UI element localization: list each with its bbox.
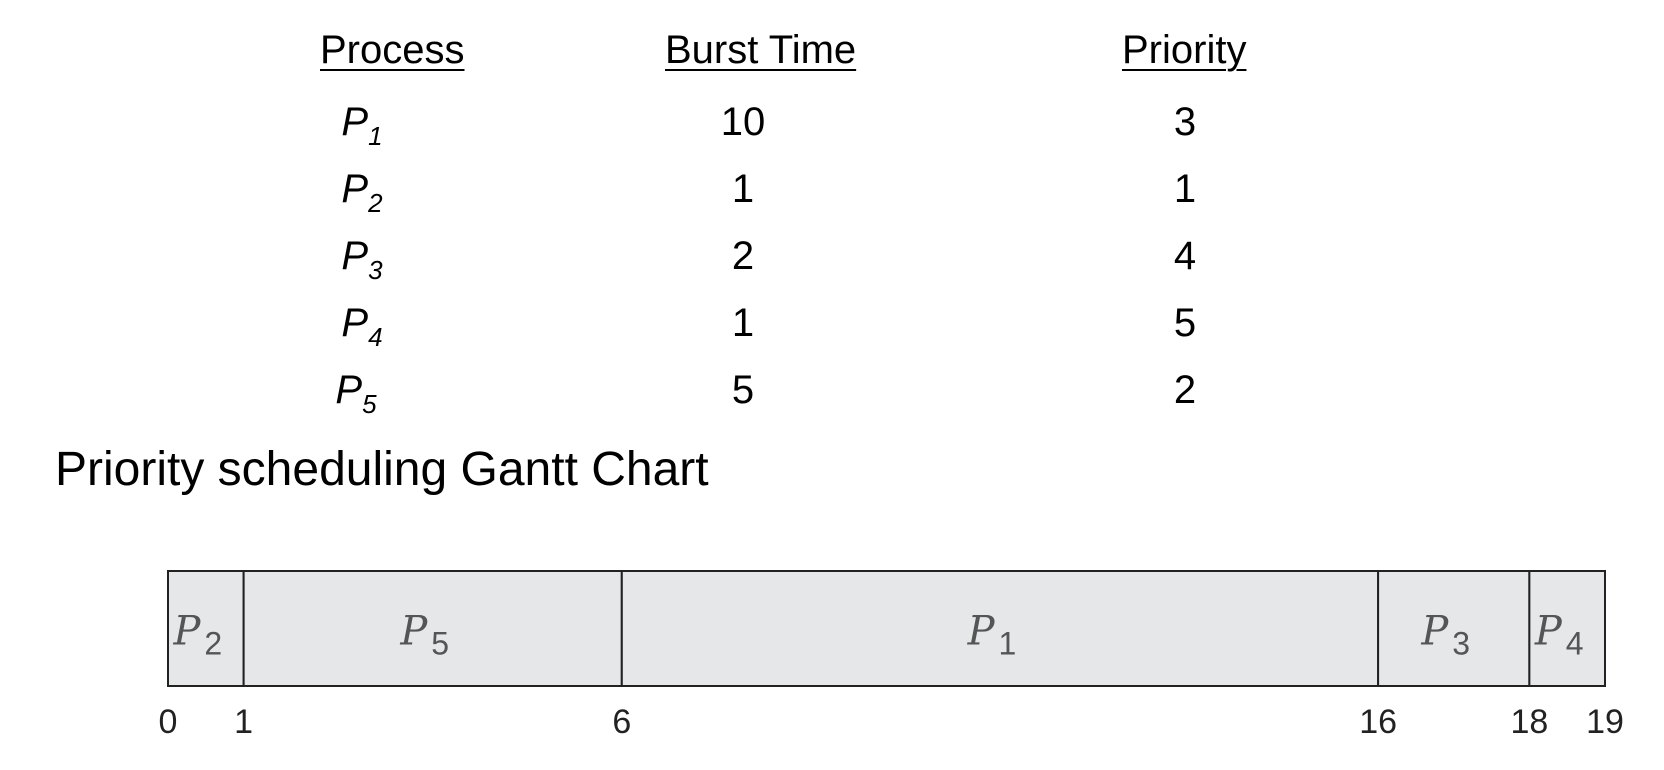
header-process: Process [320,28,465,72]
gantt-bar [242,570,623,687]
header-priority: Priority [1122,28,1247,72]
gantt-bar [167,570,245,687]
gantt-tick-label: 16 [1359,703,1397,741]
gantt-bar [1377,570,1531,687]
priority-cell: 3 [1173,100,1197,144]
process-cell: P5 [335,368,377,419]
burst-cell: 1 [731,301,755,345]
priority-cell: 5 [1173,301,1197,345]
burst-cell: 1 [731,167,755,211]
process-cell: P4 [341,301,383,352]
burst-cell: 2 [731,234,755,278]
process-cell: P3 [341,234,383,285]
priority-cell: 1 [1173,167,1197,211]
gantt-tick-label: 19 [1586,703,1624,741]
gantt-chart-title: Priority scheduling Gantt Chart [55,443,709,496]
gantt-tick-label: 18 [1510,703,1548,741]
process-cell: P1 [341,100,383,151]
burst-cell: 5 [731,368,755,412]
gantt-tick-label: 6 [612,703,631,741]
gantt-tick-label: 0 [159,703,178,741]
gantt-bar [620,570,1380,687]
priority-cell: 2 [1173,368,1197,412]
process-cell: P2 [341,167,383,218]
burst-cell: 10 [720,100,766,144]
gantt-bar [1528,570,1606,687]
gantt-tick-label: 1 [234,703,253,741]
header-burst-time: Burst Time [665,28,857,72]
priority-cell: 4 [1173,234,1197,278]
